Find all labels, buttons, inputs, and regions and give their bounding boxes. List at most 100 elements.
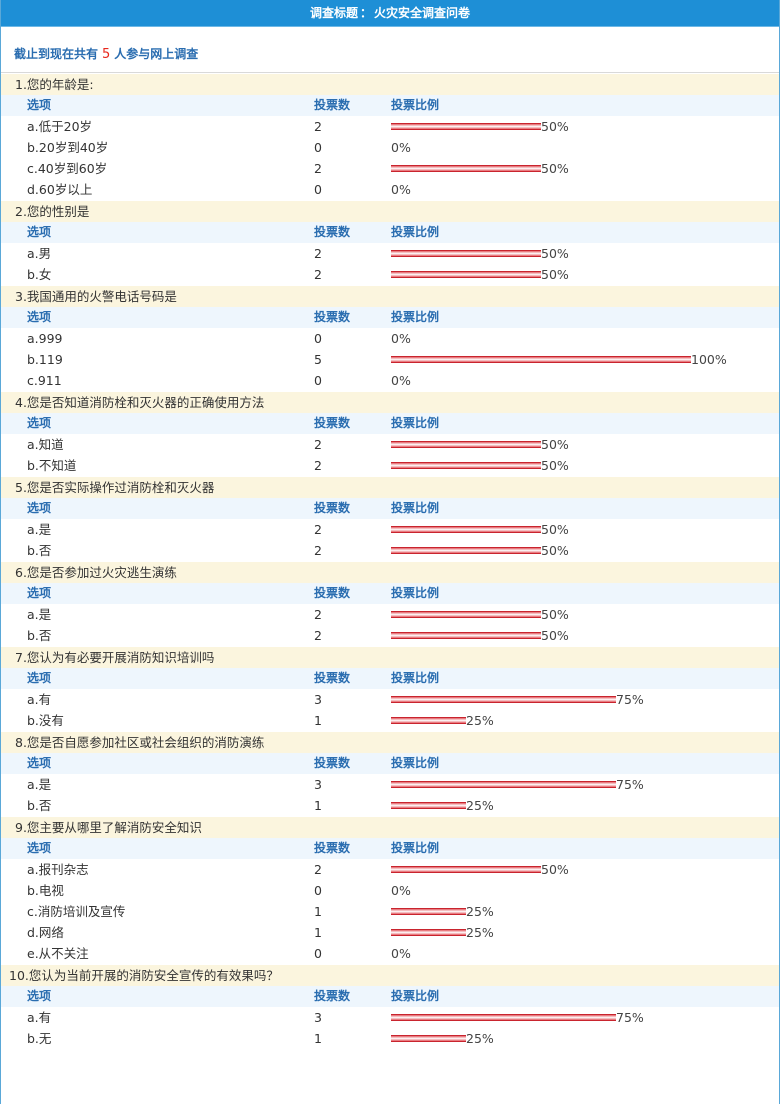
vote-ratio-cell: 0% [391,328,411,349]
column-header-option: 选项 [27,310,52,324]
vote-ratio-bar [391,611,541,618]
column-header-votes: 投票数 [314,841,351,855]
vote-ratio-percent: 50% [541,119,569,134]
vote-ratio-bar [391,696,616,703]
question-title: 1.您的年龄是: [1,74,779,95]
column-header-ratio: 投票比例 [391,841,440,855]
column-header-votes: 投票数 [314,756,351,770]
survey-title-bar: 调查标题：火灾安全调查问卷 [1,0,779,27]
option-label: a.是 [27,607,52,622]
vote-ratio-bar [391,866,541,873]
option-row: a.999 0 0% [1,328,779,349]
option-row: c.40岁到60岁 2 50% [1,158,779,179]
vote-ratio-cell: 0% [391,137,411,158]
vote-ratio-cell: 25% [391,901,494,922]
option-vote-count: 2 [314,119,322,134]
option-row: d.网络 1 25% [1,922,779,943]
option-vote-count: 0 [314,140,322,155]
column-header-option: 选项 [27,586,52,600]
option-row: b.否 2 50% [1,540,779,561]
option-row: c.消防培训及宣传 1 25% [1,901,779,922]
summary-prefix: 截止到现在共有 [14,47,99,61]
vote-ratio-cell: 50% [391,625,569,646]
column-header-option: 选项 [27,671,52,685]
vote-ratio-bar [391,632,541,639]
vote-ratio-percent: 50% [541,246,569,261]
question-title: 2.您的性别是 [1,201,779,222]
option-vote-count: 3 [314,777,322,792]
vote-ratio-percent: 25% [466,713,494,728]
option-row: b.否 1 25% [1,795,779,816]
question-title: 5.您是否实际操作过消防栓和灭火器 [1,477,779,498]
option-vote-count: 0 [314,883,322,898]
column-header-row: 选项 投票数 投票比例 [1,753,779,774]
question-block: 7.您认为有必要开展消防知识培训吗 选项 投票数 投票比例 a.有 3 75% b.没有 1 25… [1,646,779,731]
option-vote-count: 0 [314,182,322,197]
vote-ratio-percent: 25% [466,1031,494,1046]
option-vote-count: 1 [314,1031,322,1046]
option-row: a.有 3 75% [1,689,779,710]
vote-ratio-cell: 0% [391,880,411,901]
option-row: a.是 2 50% [1,604,779,625]
vote-ratio-percent: 75% [616,777,644,792]
option-label: a.有 [27,692,52,707]
vote-ratio-percent: 75% [616,692,644,707]
option-row: a.是 3 75% [1,774,779,795]
option-row: a.是 2 50% [1,519,779,540]
option-vote-count: 1 [314,904,322,919]
question-block: 1.您的年龄是: 选项 投票数 投票比例 a.低于20岁 2 50% b.20岁到40岁 0 0%… [1,73,779,200]
summary-suffix: 人参与网上调查 [114,47,199,61]
vote-ratio-percent: 50% [541,267,569,282]
option-row: d.60岁以上 0 0% [1,179,779,200]
vote-ratio-percent: 0% [391,140,411,155]
vote-ratio-cell: 25% [391,710,494,731]
column-header-option: 选项 [27,989,52,1003]
option-vote-count: 2 [314,862,322,877]
option-row: b.否 2 50% [1,625,779,646]
column-header-ratio: 投票比例 [391,416,440,430]
question-list: 1.您的年龄是: 选项 投票数 投票比例 a.低于20岁 2 50% b.20岁到40岁 0 0%… [1,73,779,1049]
column-header-votes: 投票数 [314,586,351,600]
vote-ratio-percent: 0% [391,331,411,346]
vote-ratio-percent: 50% [541,458,569,473]
option-label: a.有 [27,1010,52,1025]
column-header-votes: 投票数 [314,671,351,685]
vote-ratio-cell: 50% [391,540,569,561]
column-header-option: 选项 [27,756,52,770]
question-title: 10.您认为当前开展的消防安全宣传的有效果吗？ [1,965,779,986]
option-vote-count: 2 [314,458,322,473]
option-vote-count: 2 [314,246,322,261]
vote-ratio-percent: 0% [391,946,411,961]
vote-ratio-cell: 50% [391,264,569,285]
vote-ratio-bar [391,123,541,130]
option-label: b.不知道 [27,458,77,473]
question-block: 10.您认为当前开展的消防安全宣传的有效果吗？ 选项 投票数 投票比例 a.有 3 75% b… [1,964,779,1049]
vote-ratio-cell: 50% [391,519,569,540]
column-header-ratio: 投票比例 [391,310,440,324]
option-row: a.低于20岁 2 50% [1,116,779,137]
column-header-ratio: 投票比例 [391,586,440,600]
option-vote-count: 2 [314,607,322,622]
option-label: a.知道 [27,437,64,452]
column-header-votes: 投票数 [314,98,351,112]
option-vote-count: 0 [314,331,322,346]
column-header-votes: 投票数 [314,416,351,430]
vote-ratio-bar [391,547,541,554]
question-title: 6.您是否参加过火灾逃生演练 [1,562,779,583]
vote-ratio-cell: 50% [391,859,569,880]
option-label: a.男 [27,246,52,261]
vote-ratio-bar [391,781,616,788]
option-label: b.20岁到40岁 [27,140,109,155]
vote-ratio-cell: 100% [391,349,727,370]
question-block: 4.您是否知道消防栓和灭火器的正确使用方法 选项 投票数 投票比例 a.知道 2 50% b.… [1,391,779,476]
option-label: b.否 [27,628,52,643]
option-vote-count: 1 [314,713,322,728]
vote-ratio-percent: 50% [541,607,569,622]
column-header-ratio: 投票比例 [391,756,440,770]
title-separator: ： [359,6,372,20]
option-row: b.20岁到40岁 0 0% [1,137,779,158]
option-label: a.低于20岁 [27,119,93,134]
vote-ratio-percent: 50% [541,862,569,877]
question-title: 9.您主要从哪里了解消防安全知识 [1,817,779,838]
